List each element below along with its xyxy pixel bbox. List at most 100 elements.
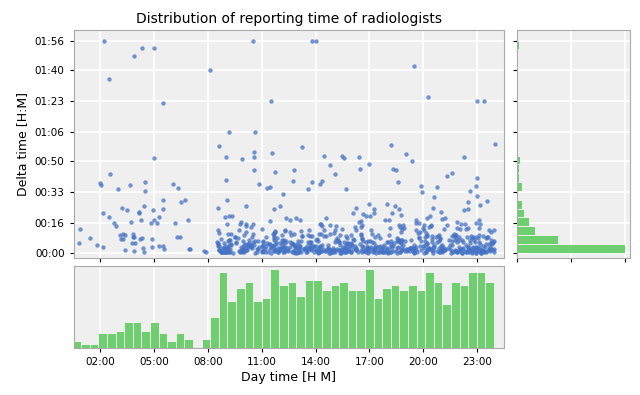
- Point: [301, 243, 312, 250]
- Point: [333, 237, 343, 243]
- Point: [325, 222, 335, 228]
- Point: [233, 234, 243, 241]
- Point: [269, 229, 280, 236]
- Point: [348, 236, 358, 242]
- Point: [246, 224, 256, 230]
- Point: [285, 229, 296, 235]
- Point: [258, 242, 268, 248]
- Point: [362, 243, 372, 249]
- Point: [148, 155, 159, 161]
- Point: [214, 247, 224, 254]
- Point: [305, 244, 315, 250]
- Point: [422, 246, 432, 253]
- Point: [395, 249, 405, 255]
- Point: [148, 207, 158, 213]
- Point: [474, 239, 484, 246]
- Point: [324, 250, 335, 256]
- Point: [237, 155, 247, 162]
- Point: [287, 249, 298, 255]
- Point: [343, 247, 353, 254]
- Point: [316, 221, 326, 227]
- Point: [118, 231, 128, 237]
- Point: [230, 234, 241, 241]
- Point: [428, 244, 438, 250]
- Bar: [461, 286, 468, 348]
- Point: [122, 207, 132, 213]
- Point: [415, 243, 426, 249]
- Point: [435, 236, 445, 243]
- Point: [216, 249, 227, 255]
- Point: [421, 248, 431, 255]
- Bar: [426, 273, 434, 348]
- Point: [484, 245, 495, 252]
- Point: [241, 220, 251, 227]
- Point: [84, 235, 95, 241]
- Point: [385, 249, 396, 255]
- Point: [414, 233, 424, 240]
- Point: [463, 224, 474, 231]
- Point: [265, 241, 275, 248]
- Point: [427, 236, 437, 243]
- Point: [244, 240, 255, 246]
- Point: [363, 238, 373, 245]
- Point: [331, 223, 341, 229]
- Point: [120, 246, 131, 253]
- Point: [282, 245, 292, 251]
- Bar: [323, 291, 331, 348]
- Point: [346, 239, 356, 246]
- Point: [467, 249, 477, 256]
- Point: [470, 246, 480, 253]
- Bar: [435, 283, 442, 348]
- Point: [474, 248, 484, 254]
- Point: [338, 246, 348, 252]
- Point: [341, 249, 351, 255]
- Point: [335, 249, 345, 256]
- Point: [149, 216, 159, 223]
- Point: [471, 182, 481, 189]
- Point: [456, 221, 467, 227]
- Point: [466, 233, 476, 239]
- Point: [378, 249, 388, 255]
- Point: [461, 249, 472, 255]
- Bar: [151, 324, 159, 348]
- Point: [435, 231, 445, 238]
- Point: [224, 242, 234, 248]
- Point: [452, 219, 462, 225]
- Point: [451, 235, 461, 241]
- Point: [170, 220, 180, 226]
- Point: [303, 239, 313, 245]
- Point: [236, 218, 246, 225]
- Point: [262, 240, 273, 246]
- Point: [302, 249, 312, 256]
- Point: [271, 239, 282, 245]
- Bar: [517, 201, 522, 209]
- Point: [138, 245, 148, 251]
- Point: [489, 238, 499, 244]
- Point: [257, 226, 267, 232]
- Point: [360, 248, 371, 254]
- Point: [450, 247, 460, 253]
- Point: [221, 249, 231, 256]
- Point: [419, 245, 429, 251]
- Point: [439, 247, 449, 254]
- Point: [342, 240, 352, 246]
- Point: [310, 243, 321, 249]
- Point: [241, 229, 252, 235]
- Point: [269, 247, 280, 254]
- Point: [454, 237, 465, 244]
- Bar: [271, 270, 279, 348]
- Point: [409, 242, 419, 248]
- Point: [433, 233, 443, 239]
- Point: [392, 179, 403, 186]
- X-axis label: Day time [H M]: Day time [H M]: [241, 371, 336, 384]
- Point: [306, 243, 316, 249]
- Point: [270, 246, 280, 252]
- Point: [471, 244, 481, 250]
- Point: [291, 249, 301, 256]
- Point: [323, 241, 333, 248]
- Point: [432, 239, 442, 246]
- Point: [310, 38, 321, 44]
- Point: [252, 248, 262, 255]
- Point: [275, 247, 285, 253]
- Point: [325, 247, 335, 253]
